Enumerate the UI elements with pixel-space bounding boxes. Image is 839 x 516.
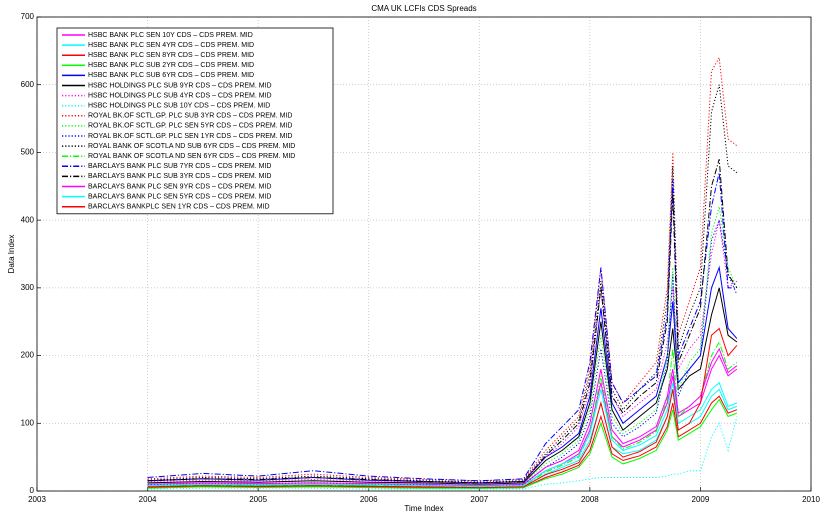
plot-frame (36, 16, 812, 492)
y-tick-label: 0 (30, 486, 35, 495)
chart-title: CMA UK LCFIs CDS Spreads (371, 4, 476, 13)
legend-label: HSBC BANK PLC SEN 8YR CDS – CDS PREM. MI… (88, 52, 254, 59)
legend-label: ROYAL BK.OF SCTL.GP. PLC SEN 5YR CDS – C… (88, 123, 292, 130)
legend-label: ROYAL BK.OF SCTL.GP. PLC SUB 3YR CDS – C… (88, 113, 292, 120)
series-line (147, 398, 738, 489)
x-tick-label: 2010 (802, 495, 820, 504)
series-line (147, 395, 738, 489)
legend-label: ROYAL BANK OF SCOTLA ND SEN 6YR CDS – CD… (88, 153, 295, 160)
legend-label: HSBC HOLDINGS PLC SUB 4YR CDS – CDS PREM… (88, 92, 272, 99)
y-tick-label: 600 (21, 80, 35, 89)
y-tick-label: 700 (21, 12, 35, 21)
x-tick-label: 2003 (28, 495, 46, 504)
legend-label: HSBC BANK PLC SUB 2YR CDS – CDS PREM. MI… (88, 62, 254, 69)
series-line (147, 159, 738, 484)
series-line (147, 206, 738, 486)
series-line (147, 287, 738, 485)
series-line (147, 327, 738, 489)
series-line (147, 219, 738, 485)
legend-label: BARCLAYS BANK PLC SEN 5YR CDS – CDS PREM… (88, 193, 271, 200)
legend-label: HSBC BANK PLC SUB 6YR CDS – CDS PREM. MI… (88, 72, 254, 79)
series-line (147, 347, 738, 487)
legend-label: BARCLAYS BANK PLC SEN 9YR CDS – CDS PREM… (88, 183, 271, 190)
series-line (147, 218, 738, 487)
x-tick-label: 2006 (360, 495, 378, 504)
legend-label: BARCLAYS BANK PLC SUB 7YR CDS – CDS PREM… (88, 163, 271, 170)
y-tick-label: 100 (21, 418, 35, 427)
series-line (147, 381, 738, 487)
legend-label: HSBC BANK PLC SEN 4YR CDS – CDS PREM. MI… (88, 42, 254, 49)
x-tick-label: 2008 (581, 495, 599, 504)
y-tick-label: 300 (21, 283, 35, 292)
x-tick-label: 2004 (139, 495, 157, 504)
legend-box (56, 27, 334, 215)
legend-label: HSBC HOLDINGS PLC SUB 10Y CDS – CDS PREM… (88, 103, 270, 110)
series-line (147, 84, 738, 483)
x-tick-label: 2005 (249, 495, 267, 504)
y-tick-label: 400 (21, 215, 35, 224)
y-axis-label: Data Index (7, 235, 16, 274)
legend-label: HSBC HOLDINGS PLC SUB 9YR CDS – CDS PREM… (88, 82, 272, 89)
x-tick-label: 2009 (692, 495, 710, 504)
y-tick-label: 500 (21, 148, 35, 157)
x-tick-label: 2007 (470, 495, 488, 504)
legend-label: ROYAL BANK OF SCOTLA ND SUB 6YR CDS – CD… (88, 143, 295, 150)
legend-label: BARCLAYS BANKPLC SEN 1YR CDS – CDS PREM.… (88, 204, 270, 211)
legend-label: BARCLAYS BANK PLC SUB 3YR CDS – CDS PREM… (88, 173, 271, 180)
series-line (147, 56, 738, 482)
legend-label: HSBC BANK PLC SEN 10Y CDS – CDS PREM. MI… (88, 32, 253, 39)
legend-label: ROYAL BK.OF SCTL.GP. PLC SEN 1YR CDS – C… (88, 133, 292, 140)
legend: HSBC BANK PLC SEN 10Y CDS – CDS PREM. MI… (56, 27, 334, 215)
y-tick-label: 200 (21, 351, 35, 360)
x-axis-label: Time Index (404, 504, 443, 513)
